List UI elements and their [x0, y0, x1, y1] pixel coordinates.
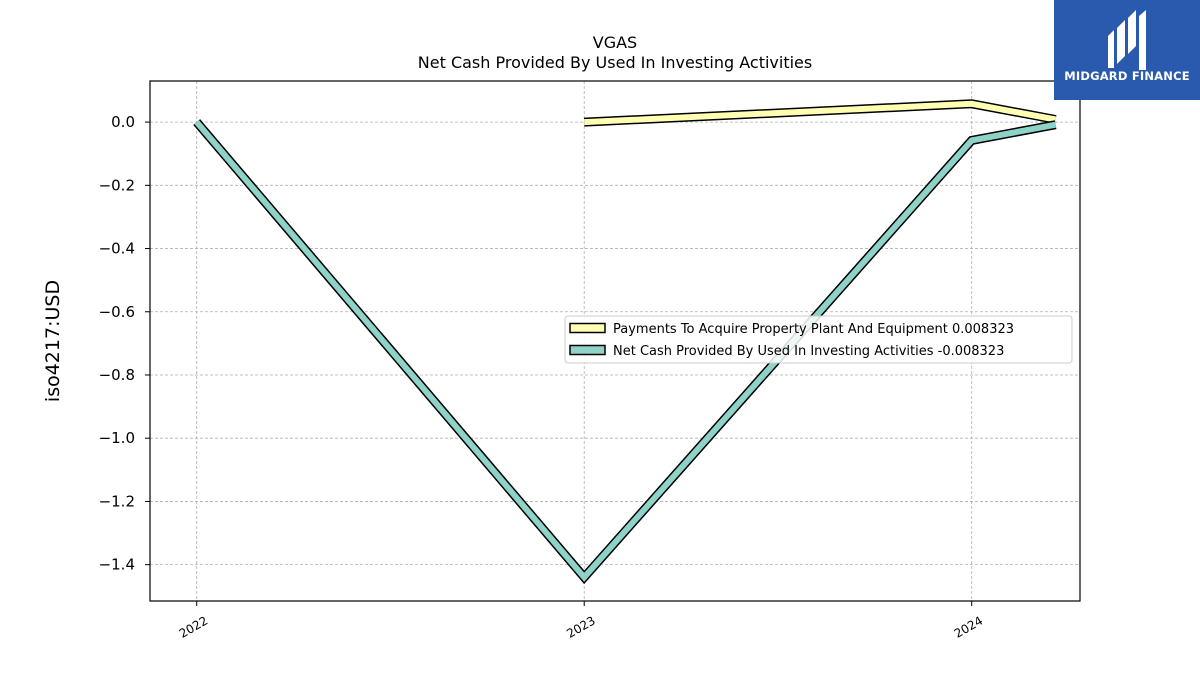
y-tick-label: −0.2: [99, 176, 135, 194]
y-tick-label: −1.4: [99, 556, 135, 574]
legend-swatch: [569, 322, 606, 334]
y-tick-label: −0.4: [99, 240, 135, 258]
x-tick-label: 2023: [564, 613, 597, 640]
y-axis-ticks: 0.0 −0.2 −0.4 −0.6 −0.8 −1.0 −1.2 −1.4: [99, 113, 150, 574]
legend-box: [564, 315, 1073, 364]
midgard-finance-logo: MIDGARD FINANCE: [1054, 0, 1200, 100]
y-tick-label: −0.8: [99, 366, 135, 384]
logo-background: [1054, 0, 1200, 100]
y-tick-label: 0.0: [111, 113, 135, 131]
x-tick-label: 2024: [952, 613, 985, 640]
series-line: [584, 100, 1057, 126]
series-payments-to-acquire-property-plant-and-equipment: [583, 99, 1057, 127]
logo-mark-icon: [1108, 10, 1146, 70]
x-tick-label: 2022: [177, 613, 210, 640]
y-tick-label: −1.2: [99, 492, 135, 510]
y-tick-label: −0.6: [99, 303, 135, 321]
logo-text: MIDGARD FINANCE: [1064, 69, 1190, 83]
y-axis-label: iso4217:USD: [42, 280, 64, 402]
plot-frame: [149, 80, 1081, 602]
y-tick-label: −1.0: [99, 429, 135, 447]
legend-swatch: [569, 344, 606, 356]
chart-subtitle: Net Cash Provided By Used In Investing A…: [418, 53, 812, 72]
legend-entry: Payments To Acquire Property Plant And E…: [613, 322, 1014, 337]
chart-title: VGAS: [593, 33, 637, 52]
legend: Payments To Acquire Property Plant And E…: [564, 315, 1073, 364]
x-axis-ticks: 2022 2023 2024: [177, 601, 985, 641]
legend-entry: Net Cash Provided By Used In Investing A…: [613, 344, 1004, 359]
